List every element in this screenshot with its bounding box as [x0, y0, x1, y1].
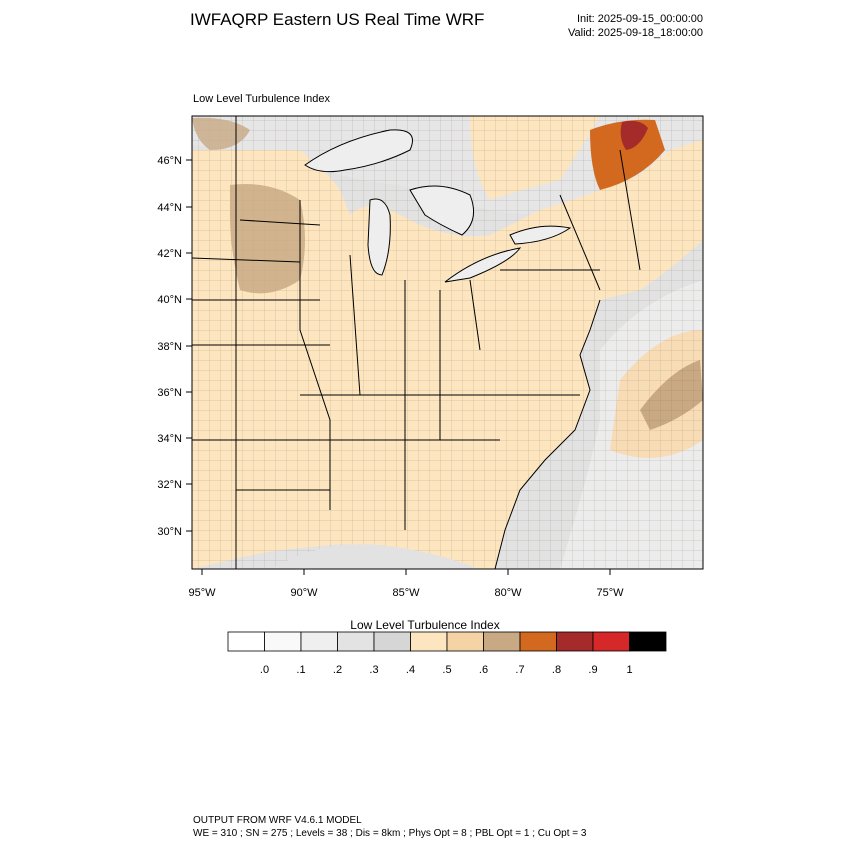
- lat-label: 46°N: [157, 155, 182, 167]
- gulf-region: [270, 544, 480, 569]
- map-title: IWFAQRP Eastern US Real Time WRF: [190, 10, 485, 29]
- colorbar-swatch: [446, 631, 484, 652]
- valid-time: Valid: 2025-09-18_18:00:00: [568, 27, 703, 39]
- lat-label: 30°N: [157, 526, 182, 538]
- colorbar-swatch: [373, 631, 411, 652]
- state-boundaries: [192, 116, 641, 569]
- lat-label: 40°N: [157, 294, 182, 306]
- colorbar-tick-label: .2: [333, 664, 342, 676]
- lat-label: 42°N: [157, 248, 182, 260]
- northeast-peak: [620, 120, 648, 150]
- model-footer-line1: OUTPUT FROM WRF V4.6.1 MODEL: [193, 815, 362, 826]
- colorbar-tick-label: .4: [406, 664, 415, 676]
- init-time: Init: 2025-09-15_00:00:00: [577, 13, 703, 25]
- lon-label: 90°W: [290, 587, 318, 599]
- latitude-labels: 46°N 44°N 42°N 40°N 38°N 36°N 34°N 32°N …: [157, 155, 182, 538]
- colorbar-swatch: [264, 631, 302, 652]
- lon-label: 85°W: [392, 587, 420, 599]
- colorbar-swatch: [410, 631, 448, 652]
- atlantic-coastline: [494, 299, 601, 569]
- colorbar-tick-label: .5: [442, 664, 451, 676]
- lat-label: 44°N: [157, 202, 182, 214]
- colorbar: .0 .1 .2 .3 .4 .5 .6 .7 .8 .9 1: [227, 631, 667, 676]
- map-panel: [192, 116, 703, 569]
- plains-high-index-region: [230, 184, 305, 294]
- lat-label: 38°N: [157, 341, 182, 353]
- northeast-hotspot: [590, 119, 665, 190]
- lat-label: 32°N: [157, 479, 182, 491]
- colorbar-tick-label: .9: [588, 664, 597, 676]
- colorbar-title: Low Level Turbulence Index: [350, 618, 500, 632]
- county-lines: [192, 116, 703, 569]
- colorbar-tick-label: .3: [369, 664, 378, 676]
- colorbar-swatch: [629, 631, 667, 652]
- colorbar-tick-label: 1: [626, 664, 632, 676]
- lake-huron: [409, 185, 475, 236]
- lake-superior: [304, 129, 413, 173]
- axis-ticks: [186, 159, 611, 575]
- lake-erie: [444, 247, 522, 283]
- colorbar-swatch: [300, 631, 338, 652]
- colorbar-tick-label: .1: [296, 664, 305, 676]
- colorbar-swatch: [483, 631, 521, 652]
- lake-michigan: [367, 198, 391, 276]
- colorbar-swatch: [227, 631, 265, 652]
- lon-label: 75°W: [596, 587, 624, 599]
- colorbar-swatch: [556, 631, 594, 652]
- colorbar-swatch: [337, 631, 375, 652]
- model-footer-line2: WE = 310 ; SN = 275 ; Levels = 38 ; Dis …: [193, 828, 587, 839]
- lake-ontario: [509, 225, 572, 245]
- longitude-labels: 95°W 90°W 85°W 80°W 75°W: [188, 587, 624, 599]
- colorbar-swatch: [592, 631, 630, 652]
- colorbar-tick-label: .6: [479, 664, 488, 676]
- lon-label: 95°W: [188, 587, 216, 599]
- plot-field-label: Low Level Turbulence Index: [193, 93, 330, 105]
- lon-label: 80°W: [494, 587, 522, 599]
- colorbar-tick-label: .8: [552, 664, 561, 676]
- colorbar-tick-label: .0: [260, 664, 269, 676]
- map-frame: [191, 115, 704, 570]
- lat-label: 34°N: [157, 433, 182, 445]
- lat-label: 36°N: [157, 387, 182, 399]
- colorbar-swatch: [519, 631, 557, 652]
- colorbar-tick-label: .7: [515, 664, 524, 676]
